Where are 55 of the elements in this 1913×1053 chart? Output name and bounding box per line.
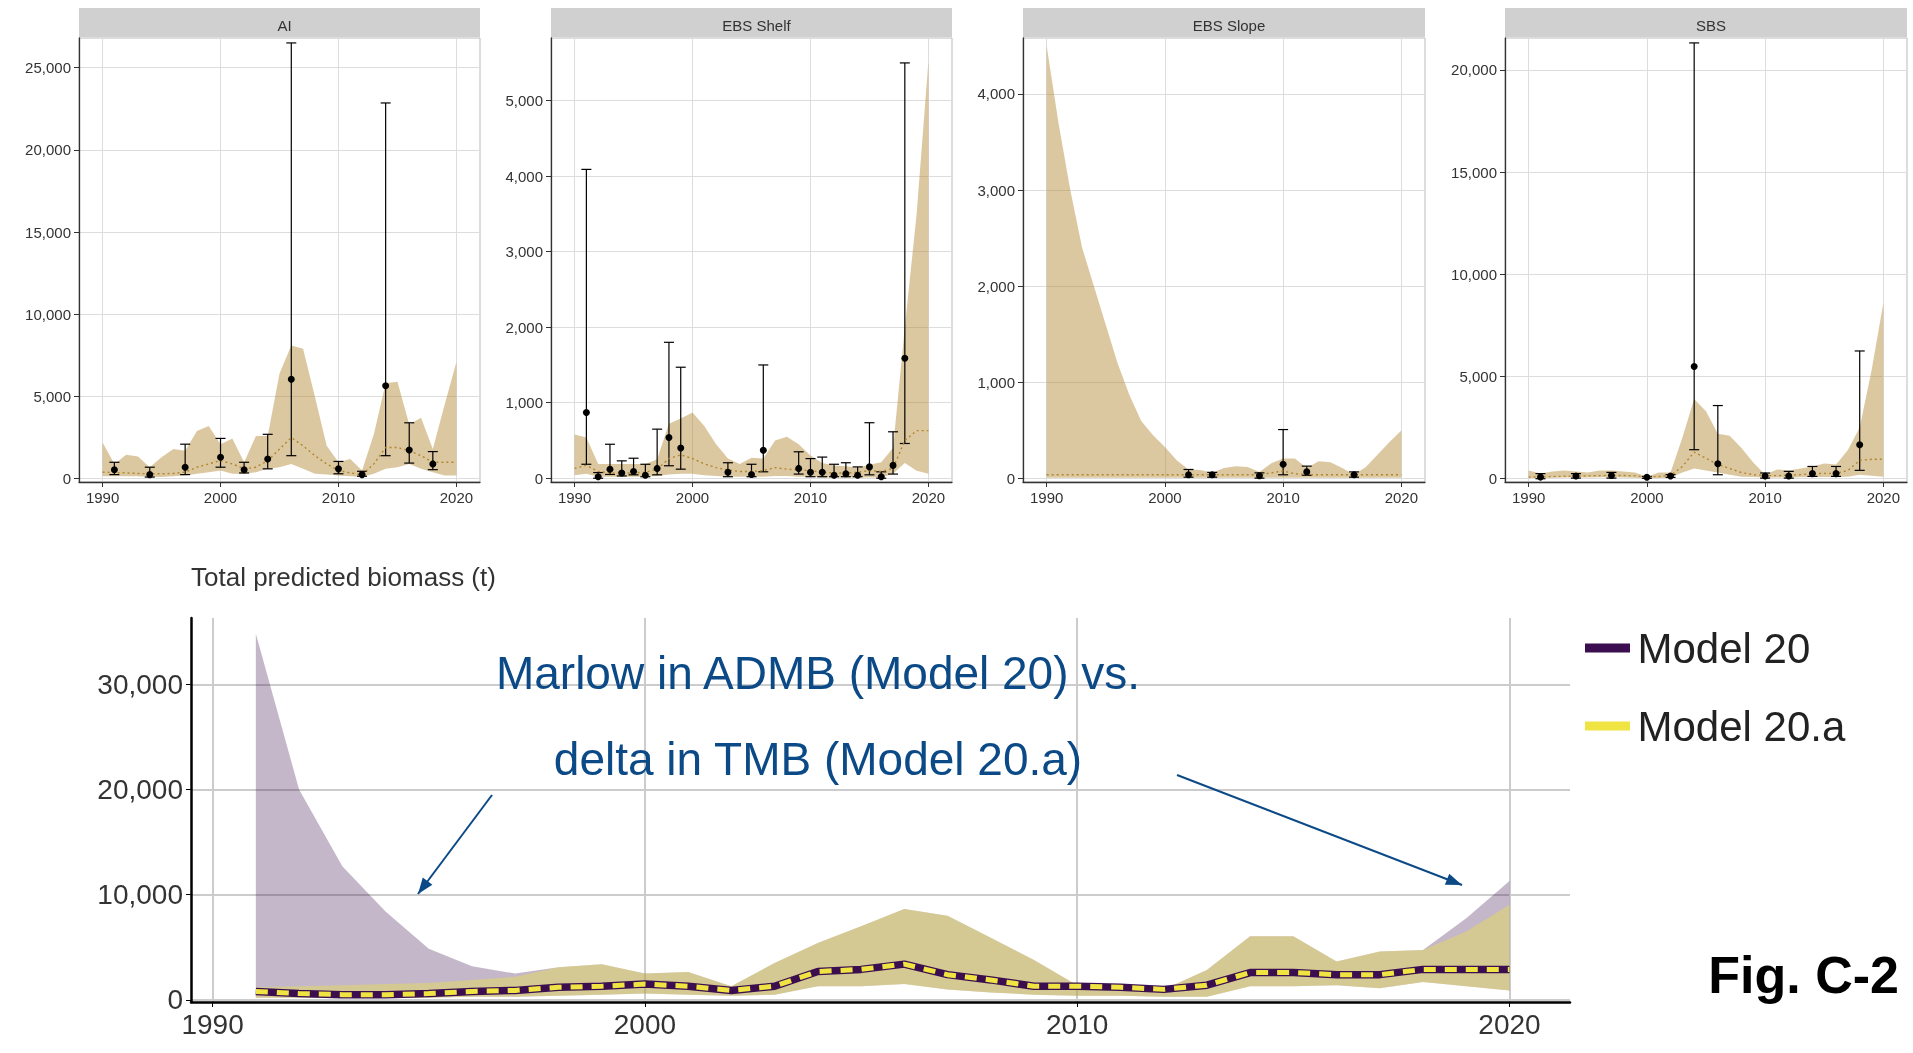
- y-tick-label: 0: [167, 984, 183, 1016]
- x-tick-label: 1990: [1511, 489, 1546, 506]
- x-tick-label: 2020: [911, 489, 946, 506]
- y-tick-label: 10,000: [25, 305, 71, 323]
- x-tick-label: 2000: [675, 489, 710, 506]
- chart-title: EBS Slope: [1192, 17, 1266, 34]
- y-tick-label: 20,000: [1451, 61, 1497, 79]
- x-tick-label: 2010: [321, 489, 356, 506]
- x-tick-label: 2000: [1630, 489, 1664, 506]
- x-tick-label: 2020: [1866, 489, 1901, 506]
- x-tick-label: 2010: [793, 489, 828, 506]
- x-tick-label: 1990: [85, 489, 120, 506]
- y-tick-label: 1,000: [977, 373, 1015, 391]
- y-tick-label: 5,000: [1459, 368, 1497, 386]
- y-tick-label: 0: [1006, 470, 1015, 488]
- x-tick-label: 1990: [1029, 489, 1064, 506]
- y-tick-label: 25,000: [25, 59, 71, 77]
- x-tick-label: 2010: [1748, 489, 1782, 506]
- y-tick-label: 15,000: [25, 223, 71, 241]
- x-tick-label: 2020: [1384, 489, 1419, 506]
- y-axis-title: Total predicted biomass (t): [191, 562, 496, 592]
- y-tick-label: 2,000: [977, 277, 1015, 295]
- text: Fig. C-2: [1708, 946, 1899, 1004]
- legend-label: Model 20.a: [1637, 702, 1846, 750]
- chart-title: AI: [277, 17, 292, 34]
- x-tick-label: 2010: [1046, 1008, 1109, 1040]
- y-tick-label: 20,000: [97, 773, 183, 805]
- y-tick-label: 5,000: [505, 92, 543, 110]
- y-tick-label: 4,000: [977, 85, 1015, 103]
- x-tick-label: 2000: [1148, 489, 1182, 506]
- y-tick-label: 4,000: [505, 167, 543, 185]
- y-tick-label: 0: [62, 470, 71, 488]
- x-tick-label: 1990: [557, 489, 592, 506]
- x-tick-label: 1990: [181, 1008, 244, 1040]
- y-tick-label: 30,000: [97, 668, 183, 700]
- chart-title: EBS Shelf: [722, 17, 792, 34]
- x-tick-label: 2020: [439, 489, 474, 506]
- y-tick-label: 10,000: [97, 879, 183, 911]
- chart-title: SBS: [1695, 17, 1727, 34]
- y-tick-label: 15,000: [1451, 163, 1497, 181]
- annotation: Marlow in ADMB (Model 20) vs. delta in TMB (Model 20.a): [495, 647, 1141, 785]
- y-tick-label: 10,000: [1451, 265, 1497, 283]
- x-tick-label: 2020: [1478, 1008, 1541, 1040]
- y-tick-label: 1,000: [505, 394, 543, 412]
- x-tick-label: 2010: [1266, 489, 1300, 506]
- legend-label: Model 20: [1637, 624, 1811, 672]
- y-tick-label: 3,000: [505, 243, 543, 261]
- y-tick-label: 0: [534, 469, 543, 487]
- y-tick-label: 20,000: [25, 141, 71, 159]
- y-tick-label: 5,000: [33, 387, 71, 405]
- y-tick-label: 3,000: [977, 181, 1015, 199]
- x-tick-label: 2000: [203, 489, 238, 506]
- x-tick-label: 2000: [613, 1008, 677, 1040]
- y-tick-label: 0: [1488, 470, 1497, 488]
- y-tick-label: 2,000: [505, 318, 543, 336]
